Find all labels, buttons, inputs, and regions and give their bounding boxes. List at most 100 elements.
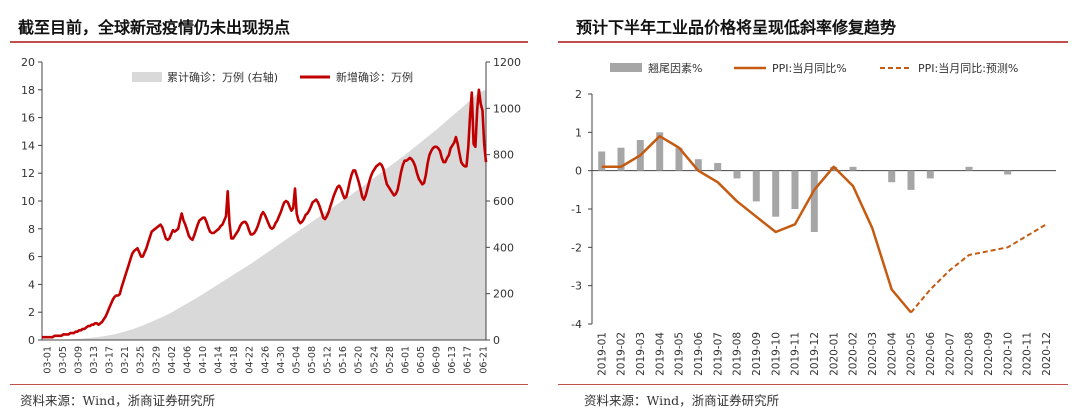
x-tick-label: 04-30 <box>276 346 287 374</box>
y-right-tick-label: 400 <box>493 241 514 254</box>
x-tick-label: 06-09 <box>432 346 443 374</box>
new-cases-line <box>42 88 488 339</box>
x-tick-label: 03-21 <box>120 346 131 374</box>
x-tick-label: 05-28 <box>385 346 396 374</box>
y-right-tick-label: 1200 <box>493 56 521 69</box>
legend-label-cumulative: 累计确诊：万例 (右轴) <box>167 70 278 84</box>
right-chart-title: 预计下半年工业品价格将呈现低斜率修复趋势 <box>576 18 897 37</box>
x-tick-label: 04-18 <box>229 346 240 374</box>
x-tick-label: 06-05 <box>416 346 427 374</box>
x-tick-label: 2020-05 <box>906 332 918 376</box>
x-tick-label: 05-08 <box>307 346 318 374</box>
y-tick-label: 1 <box>575 126 582 139</box>
x-tick-label: 2020-07 <box>944 332 956 376</box>
legend-label-ppi-forecast: PPI:当月同比:预测% <box>918 61 1018 75</box>
carryover-bar <box>791 170 799 209</box>
carryover-bar <box>617 147 625 171</box>
x-tick-label: 05-20 <box>354 346 365 374</box>
y-tick-label: -4 <box>571 318 582 331</box>
y-left-tick-label: 4 <box>28 278 35 291</box>
x-tick-label: 04-14 <box>214 346 225 374</box>
legend-label-ppi: PPI:当月同比% <box>772 61 847 75</box>
x-tick-label: 04-06 <box>182 346 193 374</box>
x-tick-label: 2019-03 <box>635 332 647 376</box>
x-tick-label: 05-24 <box>369 346 380 374</box>
ppi-forecast-line <box>910 223 1047 314</box>
y-left-tick-label: 0 <box>28 334 35 347</box>
y-left-tick-label: 6 <box>28 251 35 264</box>
x-tick-label: 05-16 <box>338 346 349 374</box>
x-tick-label: 2020-11 <box>1022 332 1034 376</box>
legend-swatch-carryover <box>610 63 642 72</box>
legend-label-carryover: 翘尾因素% <box>648 62 702 75</box>
x-tick-label: 2020-12 <box>1041 332 1053 376</box>
right-chart: 2 1 0 -1 -2 -3 -4 2019-01 2019-02 2019-03 2019-04… <box>571 61 1056 376</box>
x-tick-label: 03-09 <box>73 346 84 374</box>
left-source-note: 资料来源：Wind，浙商证券研究所 <box>20 393 216 408</box>
x-tick-label: 04-02 <box>167 346 178 374</box>
right-title-rule <box>558 41 1068 43</box>
x-tick-label: 2020-08 <box>964 332 976 376</box>
x-tick-label: 2020-09 <box>983 332 995 376</box>
y-left-tick-label: 18 <box>21 84 35 97</box>
left-title-rule <box>10 41 528 43</box>
y-left-tick-label: 10 <box>21 195 35 208</box>
x-tick-label: 2019-10 <box>770 332 782 376</box>
y-right-tick-label: 200 <box>493 288 514 301</box>
y-tick-label: 0 <box>575 165 582 178</box>
x-tick-label: 03-29 <box>151 346 162 374</box>
carryover-bar <box>907 170 915 190</box>
carryover-bar <box>810 170 818 232</box>
x-tick-label: 03-01 <box>42 346 53 374</box>
x-tick-label: 04-10 <box>198 346 209 374</box>
x-tick-label: 2019-08 <box>732 332 744 376</box>
y-tick-label: -1 <box>571 203 582 216</box>
x-tick-label: 2020-03 <box>867 332 879 376</box>
x-tick-label: 03-05 <box>58 346 69 374</box>
y-tick-label: 2 <box>575 88 582 101</box>
carryover-bar <box>733 170 741 179</box>
x-tick-label: 2019-06 <box>693 332 705 376</box>
y-right-tick-label: 1000 <box>493 102 521 115</box>
x-tick-label: 05-12 <box>323 346 334 374</box>
y-left-tick-label: 12 <box>21 167 35 180</box>
x-tick-label: 2020-02 <box>848 332 860 376</box>
carryover-bar <box>926 170 934 179</box>
x-tick-label: 06-01 <box>400 346 411 374</box>
x-tick-label: 06-13 <box>447 346 458 374</box>
x-tick-label: 2019-05 <box>674 332 686 376</box>
legend-swatch-cumulative <box>132 72 162 82</box>
carryover-bar <box>888 170 896 183</box>
right-chart-panel: 预计下半年工业品价格将呈现低斜率修复趋势 2 1 0 -1 -2 -3 -4 2019-01… <box>548 0 1080 412</box>
carryover-bar <box>656 132 664 171</box>
x-tick-label: 2019-04 <box>654 332 666 376</box>
x-tick-label: 2019-09 <box>751 332 763 376</box>
y-right-tick-label: 800 <box>493 149 514 162</box>
x-tick-label: 2020-06 <box>925 332 937 376</box>
carryover-bar <box>752 170 760 202</box>
carryover-bar <box>849 166 857 171</box>
x-tick-label: 06-21 <box>478 346 489 374</box>
ppi-line <box>601 134 912 314</box>
left-chart-title: 截至目前，全球新冠疫情仍未出现拐点 <box>18 18 291 37</box>
y-right-tick-label: 0 <box>493 334 500 347</box>
carryover-bar <box>598 151 606 171</box>
x-tick-label: 2020-01 <box>828 332 840 376</box>
x-tick-label: 2019-11 <box>790 332 802 376</box>
y-tick-label: -3 <box>571 280 582 293</box>
carryover-bar <box>1004 170 1012 175</box>
carryover-bar <box>772 170 780 217</box>
cumulative-cases-area <box>42 89 486 340</box>
x-tick-label: 04-26 <box>260 346 271 374</box>
y-left-tick-label: 20 <box>21 56 35 69</box>
x-tick-label: 03-13 <box>89 346 100 374</box>
x-tick-label: 2019-02 <box>616 332 628 376</box>
carryover-bar <box>675 147 683 171</box>
y-left-tick-label: 2 <box>28 306 35 319</box>
left-chart-panel: 截至目前，全球新冠疫情仍未出现拐点 0 2 4 6 8 10 12 14 16 18 20 0 200… <box>10 18 528 408</box>
y-left-tick-label: 8 <box>28 223 35 236</box>
y-tick-label: -2 <box>571 241 582 254</box>
x-tick-label: 2019-07 <box>712 332 724 376</box>
x-tick-label: 05-04 <box>291 346 302 374</box>
